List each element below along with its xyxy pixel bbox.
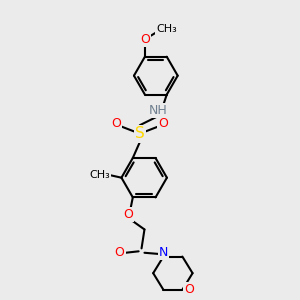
Text: NH: NH bbox=[148, 104, 167, 117]
Text: O: O bbox=[112, 117, 122, 130]
Text: CH₃: CH₃ bbox=[156, 24, 177, 34]
Text: O: O bbox=[115, 246, 124, 259]
Text: S: S bbox=[135, 127, 145, 142]
Text: O: O bbox=[184, 283, 194, 296]
Text: O: O bbox=[124, 208, 134, 221]
Text: O: O bbox=[140, 33, 150, 46]
Text: N: N bbox=[159, 246, 168, 259]
Text: CH₃: CH₃ bbox=[89, 170, 110, 180]
Text: O: O bbox=[158, 117, 168, 130]
